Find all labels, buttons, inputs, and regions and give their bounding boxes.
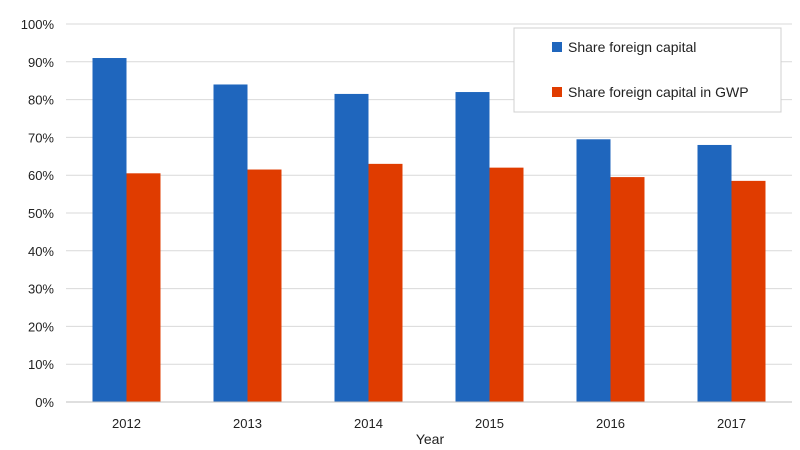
bar-share-foreign-capital-in-gwp-2017 (731, 180, 766, 402)
y-tick-label-100: 100% (21, 17, 55, 32)
bar-share-foreign-capital-2013 (213, 84, 248, 402)
x-tick-label-2012: 2012 (112, 416, 141, 431)
x-tick-label-2017: 2017 (717, 416, 746, 431)
gridlines (66, 23, 792, 365)
y-tick-label-10: 10% (28, 357, 54, 372)
bar-share-foreign-capital-in-gwp-2016 (610, 177, 645, 402)
x-tick-label-2013: 2013 (233, 416, 262, 431)
y-tick-label-90: 90% (28, 55, 54, 70)
y-tick-label-60: 60% (28, 168, 54, 183)
bar-share-foreign-capital-2017 (697, 144, 732, 402)
bar-share-foreign-capital-2016 (576, 139, 611, 403)
legend-swatch-share-foreign-capital (552, 42, 562, 52)
y-axis-tick-labels: 0% 10% 20% 30% 40% 50% 60% 70% 80% 90% 100% (21, 17, 55, 410)
y-tick-label-20: 20% (28, 319, 54, 334)
y-tick-label-40: 40% (28, 244, 54, 259)
bar-share-foreign-capital-in-gwp-2014 (368, 163, 403, 402)
x-tick-label-2014: 2014 (354, 416, 383, 431)
bar-share-foreign-capital-in-gwp-2013 (247, 169, 282, 402)
legend-label-share-foreign-capital: Share foreign capital (568, 39, 696, 55)
y-tick-label-80: 80% (28, 93, 54, 108)
bar-share-foreign-capital-in-gwp-2012 (126, 173, 161, 402)
y-tick-label-0: 0% (35, 395, 54, 410)
bars (92, 58, 766, 403)
legend: Share foreign capital Share foreign capi… (513, 27, 782, 113)
x-axis-title: Year (416, 431, 445, 447)
y-tick-label-30: 30% (28, 282, 54, 297)
x-axis-tick-labels: 2012 2013 2014 2015 2016 2017 (112, 416, 746, 431)
bar-share-foreign-capital-2014 (334, 93, 369, 403)
y-tick-label-50: 50% (28, 206, 54, 221)
y-tick-label-70: 70% (28, 130, 54, 145)
legend-label-share-foreign-capital-gwp: Share foreign capital in GWP (568, 84, 749, 100)
bar-share-foreign-capital-in-gwp-2015 (489, 167, 524, 402)
x-tick-label-2016: 2016 (596, 416, 625, 431)
bar-share-foreign-capital-2012 (92, 58, 127, 403)
legend-swatch-share-foreign-capital-gwp (552, 87, 562, 97)
x-tick-label-2015: 2015 (475, 416, 504, 431)
bar-share-foreign-capital-2015 (455, 92, 490, 402)
